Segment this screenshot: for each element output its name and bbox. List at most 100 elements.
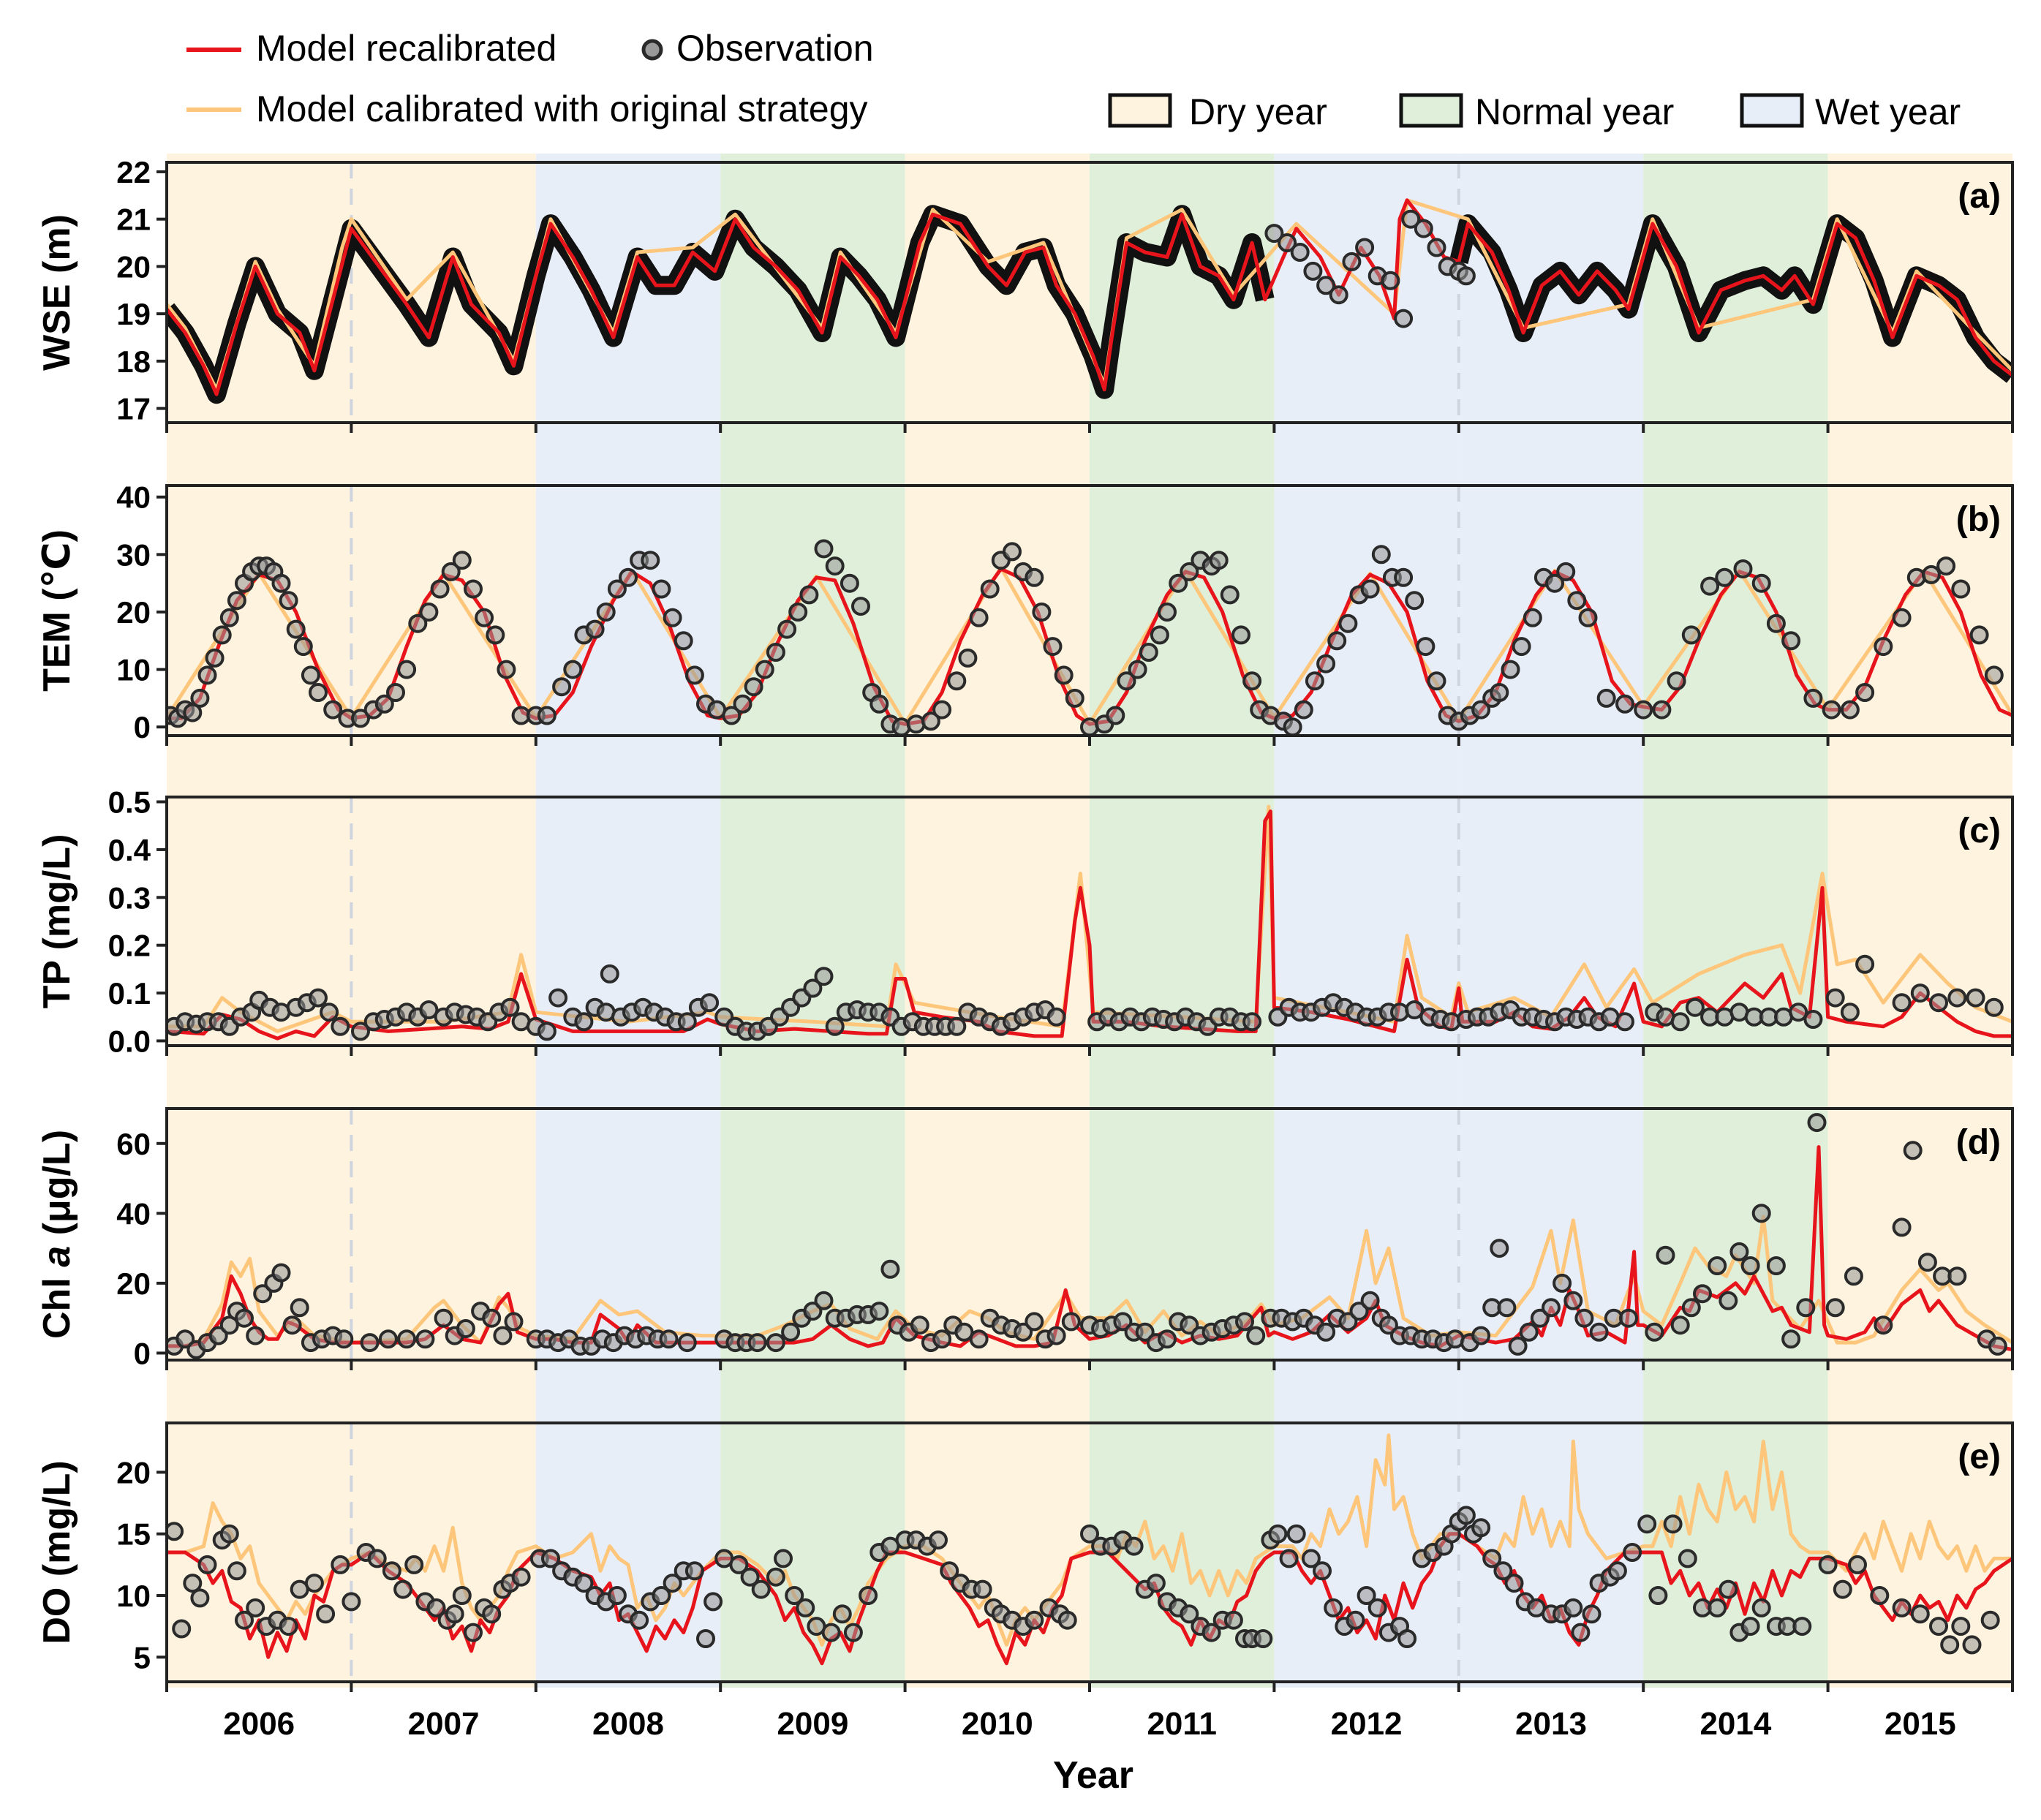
observation-point <box>740 1567 760 1587</box>
panels: 17 18 19 20 21 22 WSE (m) (a) 0 10 20 30 40 TEM (℃) (b… <box>36 155 2014 1692</box>
observation-point <box>1936 556 1956 576</box>
observation-point <box>208 1326 228 1345</box>
observation-point <box>1789 1002 1808 1022</box>
observation-point <box>190 688 210 708</box>
observation-point <box>1766 613 1786 633</box>
observation-point <box>722 706 742 725</box>
observation-point <box>386 683 405 702</box>
band-2013-wet <box>1458 154 1644 1688</box>
observation-point <box>167 1522 184 1541</box>
observation-point <box>304 1574 324 1593</box>
panel-tag: (a) <box>1958 177 2001 216</box>
observation-point <box>1367 1598 1387 1617</box>
observation-point <box>1456 266 1476 286</box>
x-axis: 2006 2007 2008 2009 2010 2011 2012 2013 2014 2015 <box>223 1706 1955 1742</box>
observation-point <box>1715 567 1735 587</box>
observation-point <box>497 660 516 679</box>
observation-point <box>279 591 298 611</box>
observation-point <box>205 648 225 668</box>
observation-point <box>751 1579 771 1599</box>
observation-point <box>980 579 1000 599</box>
observation-point <box>537 706 557 725</box>
panel-3: 0.0 0.1 0.2 0.3 0.4 0.5 TP (mg/L) (c) <box>36 785 2014 1058</box>
observation-point <box>1917 1253 1937 1272</box>
x-tick-label-2008: 2008 <box>592 1706 664 1742</box>
observation-point <box>1201 1623 1221 1642</box>
band-2007-dry <box>351 154 536 1688</box>
observation-point <box>921 711 940 731</box>
observation-point <box>1220 585 1240 605</box>
observation-point <box>684 1561 704 1581</box>
observation-point <box>1414 219 1433 238</box>
observation-point <box>781 1322 801 1342</box>
y-tick-label: 18 <box>116 344 151 379</box>
band-2011-normal <box>1090 154 1275 1688</box>
observation-point <box>1401 209 1421 229</box>
observation-point <box>1848 1555 1867 1574</box>
observation-point <box>840 573 859 593</box>
observation-point <box>880 1259 900 1279</box>
observation-point <box>1563 1291 1583 1310</box>
observation-point <box>1471 700 1491 720</box>
observation-point <box>290 1298 309 1318</box>
observation-point <box>803 978 823 998</box>
band-2008-wet <box>535 154 721 1688</box>
observation-point <box>1648 1586 1668 1605</box>
y-tick-label: 20 <box>116 595 151 630</box>
observation-point <box>253 1284 273 1304</box>
observation-point <box>1988 1336 2007 1356</box>
observation-point <box>1663 1514 1683 1534</box>
observation-point <box>1855 683 1875 702</box>
observation-point <box>574 1574 594 1593</box>
observation-point <box>1969 625 1989 645</box>
observation-point <box>1283 717 1302 736</box>
observation-point <box>1180 1604 1199 1624</box>
observation-point <box>1043 637 1063 657</box>
observation-point <box>821 1623 841 1642</box>
observation-point <box>906 714 926 734</box>
observation-point <box>1003 542 1022 562</box>
observation-point <box>1316 654 1336 673</box>
observation-point <box>630 1610 649 1630</box>
observation-point <box>1124 1536 1144 1556</box>
observation-point <box>1966 988 1985 1008</box>
observation-point <box>1209 551 1229 570</box>
observation-point <box>600 964 619 983</box>
observation-point <box>1840 1002 1860 1022</box>
observation-point <box>1781 631 1801 651</box>
y-tick-label: 17 <box>116 392 151 426</box>
observation-point <box>825 1016 845 1036</box>
observation-point <box>1567 591 1587 611</box>
observation-point <box>1061 1312 1081 1332</box>
observation-point <box>331 1016 350 1036</box>
observation-point <box>1921 564 1941 584</box>
observation-point <box>869 694 889 714</box>
observation-point <box>452 551 472 570</box>
observation-point <box>574 1012 594 1032</box>
observation-point <box>910 1315 929 1335</box>
observation-point <box>475 608 494 627</box>
observation-point <box>176 1329 195 1349</box>
observation-point <box>677 1012 697 1032</box>
y-tick-label: 10 <box>116 653 151 687</box>
y-tick-label: 0.4 <box>108 833 151 867</box>
observation-point <box>1180 562 1199 581</box>
observation-point <box>729 1555 749 1574</box>
observation-point <box>1394 567 1414 587</box>
observation-point <box>1984 997 2004 1017</box>
observation-point <box>1246 1326 1266 1345</box>
observation-point <box>1286 1524 1306 1544</box>
x-tick-label-2007: 2007 <box>408 1706 480 1742</box>
observation-point <box>227 591 246 611</box>
legend: Model recalibrated Observation Model cal… <box>186 28 1961 132</box>
panel-series <box>167 804 2012 1041</box>
band-2006-dry <box>167 154 352 1688</box>
observation-point <box>1014 1322 1033 1342</box>
x-tick-label-2011: 2011 <box>1147 1706 1216 1742</box>
observation-point <box>1910 1604 1930 1624</box>
panel-1: 17 18 19 20 21 22 WSE (m) (a) <box>36 155 2014 433</box>
observation-point <box>1733 559 1753 578</box>
observation-point <box>799 585 819 605</box>
observation-point <box>659 1329 679 1349</box>
observation-point <box>1962 1635 1982 1655</box>
